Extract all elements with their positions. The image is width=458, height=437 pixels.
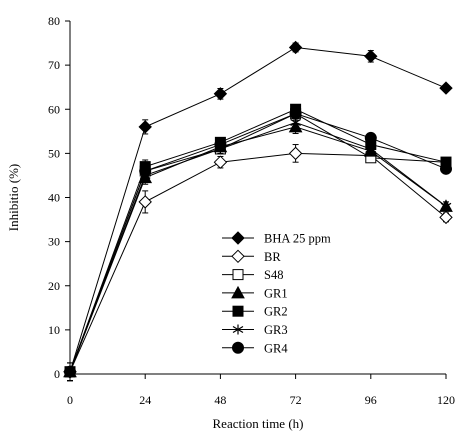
series-gr2 [64,103,452,382]
legend-marker [232,269,244,281]
x-tick-label: 96 [365,393,377,407]
series-gr3 [64,117,452,382]
y-tick-label: 60 [48,102,60,116]
y-tick-label: 80 [48,14,60,28]
series-line [69,108,447,372]
x-tick-label: 24 [139,393,151,407]
asterisk-stroke [232,325,244,334]
legend-marker [231,249,245,264]
legend-item: GR1 [222,285,288,300]
axes: 0 10 20 30 40 50 60 70 80 0 24 48 72 96 120 [48,14,455,407]
y-tick-label: 70 [48,58,60,72]
data-point [139,165,152,178]
data-point [365,143,377,154]
legend-label: GR3 [264,323,288,337]
x-axis-title: Reaction time (h) [213,416,304,431]
series-line [69,46,447,372]
legend-item: S48 [222,268,283,282]
legend-label: BR [264,250,281,264]
legend: BHA 25 ppm BR S48 GR1 GR2 GR3 GR4 [222,231,331,355]
data-point [439,210,453,225]
legend-label: GR2 [264,305,288,319]
legend-marker [231,231,245,245]
legend-marker [232,305,244,317]
series-layer [63,40,453,382]
series-gr4 [64,107,452,382]
series-line [69,113,447,372]
legend-item: GR4 [222,341,288,355]
data-point [440,201,452,212]
legend-item: GR2 [222,305,288,319]
data-point [138,195,152,209]
y-tick-label: 50 [48,146,60,160]
data-point [138,120,152,134]
y-tick-label: 20 [48,279,60,293]
data-point [213,155,228,169]
x-tick-label: 0 [67,393,73,407]
y-tick-label: 30 [48,235,60,249]
y-tick-label: 40 [48,191,60,205]
series-line [69,152,447,372]
data-point [364,49,378,64]
data-point [440,162,452,175]
asterisk-stroke [290,118,301,127]
legend-item: GR3 [222,323,288,337]
data-point [288,40,303,55]
data-point [289,107,302,120]
series-line [69,121,447,372]
y-tick-label: 0 [54,367,60,381]
x-tick-label: 48 [214,393,226,407]
data-point [213,87,228,101]
data-point [64,365,76,378]
legend-item: BHA 25 ppm [222,231,331,246]
series-br [63,144,453,382]
asterisk-stroke [440,202,452,210]
y-axis-title: Inhibitio (%) [6,164,21,232]
data-point [439,81,453,95]
series-bha-25-ppm [63,40,453,382]
series-line [69,126,447,372]
legend-label: GR4 [264,341,288,355]
legend-marker [232,341,244,354]
legend-marker [231,285,245,299]
data-point [288,146,303,161]
legend-label: BHA 25 ppm [264,232,331,246]
data-point [364,131,377,144]
x-tick-label: 120 [437,393,455,407]
legend-label: GR1 [264,286,288,300]
y-tick-label: 10 [48,323,60,337]
asterisk-stroke [365,145,377,153]
legend-item: BR [222,249,281,264]
x-tick-label: 72 [290,393,302,407]
legend-label: S48 [264,268,283,282]
series-line [69,113,447,372]
data-point [214,138,227,151]
legend-marker [232,324,244,335]
